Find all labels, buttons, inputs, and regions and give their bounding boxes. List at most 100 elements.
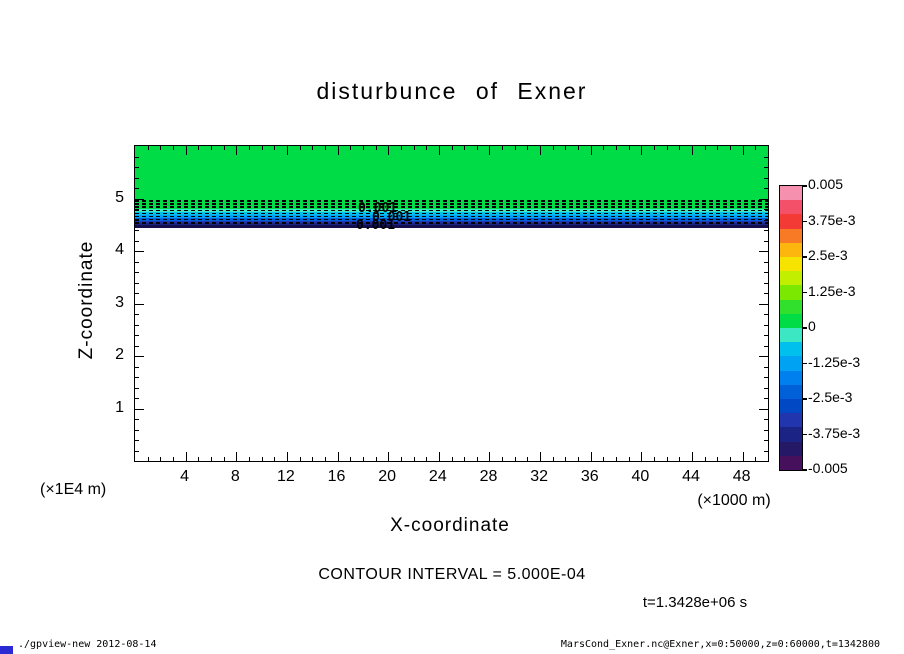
- x-axis-tick: [261, 457, 263, 461]
- y-axis-tick: [135, 261, 139, 263]
- x-axis-tick: [172, 457, 174, 461]
- colorbar-segment: [780, 455, 802, 471]
- x-tick-label: 12: [277, 468, 295, 485]
- x-axis-tick: [641, 146, 643, 155]
- colorbar-label: 3.75e-3: [808, 211, 856, 228]
- corner-blue-mark: [0, 646, 13, 654]
- x-axis-tick: [198, 146, 200, 150]
- x-axis-tick: [654, 457, 656, 461]
- y-tick-label: 1: [115, 398, 124, 416]
- contour-fill-band: [135, 222, 768, 225]
- y-axis-tick: [764, 450, 768, 452]
- y-axis-unit: (×1E4 m): [40, 481, 107, 498]
- x-axis-tick: [324, 457, 326, 461]
- x-tick-label: 32: [530, 468, 548, 485]
- x-tick-label: 36: [580, 468, 599, 485]
- y-axis-tick: [135, 408, 144, 410]
- x-axis-tick: [375, 457, 377, 461]
- y-axis-tick: [764, 335, 768, 336]
- colorbar-segment: [780, 214, 802, 230]
- y-axis-tick: [135, 209, 139, 210]
- y-axis-tick: [764, 377, 768, 378]
- colorbar: [779, 185, 803, 471]
- colorbar-tick: [802, 220, 807, 222]
- x-axis-tick: [261, 146, 263, 150]
- x-axis-tick: [198, 457, 200, 461]
- colorbar-tick: [802, 185, 807, 187]
- y-tick-label: 4: [115, 241, 124, 258]
- colorbar-segment: [780, 186, 802, 201]
- y-axis-tick: [135, 219, 139, 221]
- x-tick-label: 28: [479, 468, 498, 485]
- dashed-contour-line: [135, 218, 768, 221]
- x-tick-label: 20: [378, 468, 397, 485]
- x-tick-label: 44: [682, 468, 700, 485]
- y-axis-tick: [135, 440, 139, 441]
- x-axis-tick: [666, 457, 668, 461]
- colorbar-segment: [780, 257, 802, 272]
- x-axis-tick: [160, 457, 162, 461]
- colorbar-segment: [780, 228, 802, 244]
- x-axis-tick: [666, 146, 668, 150]
- x-axis-tick: [628, 457, 630, 461]
- y-axis-tick: [764, 282, 768, 284]
- plot-area: [134, 145, 769, 462]
- y-axis-tick: [135, 230, 139, 231]
- footer-file-text: MarsCond_Exner.nc@Exner,x=0:50000,z=0:60…: [560, 639, 880, 650]
- y-axis-tick: [759, 408, 768, 410]
- y-axis-tick: [764, 219, 768, 221]
- x-axis-tick: [514, 146, 516, 150]
- x-axis-tick: [388, 146, 390, 155]
- y-axis-tick: [764, 209, 768, 210]
- y-axis-tick: [759, 356, 768, 357]
- y-axis-tick: [135, 419, 139, 420]
- x-axis-tick: [413, 146, 415, 150]
- x-axis-tick: [476, 146, 478, 150]
- x-axis-tick: [299, 457, 301, 461]
- dashed-contour-line: [135, 215, 768, 218]
- y-axis-tick: [135, 156, 139, 158]
- x-axis-tick: [400, 457, 402, 461]
- x-axis-tick: [464, 146, 466, 150]
- x-axis-tick: [147, 457, 149, 461]
- y-axis-tick: [764, 261, 768, 263]
- y-axis-tick: [135, 293, 139, 294]
- y-axis-tick: [764, 419, 768, 420]
- colorbar-tick: [802, 469, 807, 471]
- y-tick-label: 3: [115, 293, 124, 311]
- x-axis-tick: [755, 457, 757, 461]
- x-tick-label: 48: [732, 468, 751, 485]
- y-axis-tick: [135, 429, 139, 431]
- y-axis-tick: [135, 198, 144, 200]
- x-axis-tick: [603, 146, 605, 150]
- x-axis-tick: [248, 146, 250, 150]
- x-axis-tick: [185, 452, 187, 461]
- x-axis-tick: [210, 146, 212, 150]
- y-axis-tick: [135, 450, 139, 452]
- x-axis-tick: [552, 146, 554, 150]
- x-axis-tick: [476, 457, 478, 461]
- x-axis-tick: [299, 146, 301, 150]
- colorbar-label: -3.75e-3: [808, 424, 861, 441]
- x-axis-tick: [616, 457, 618, 461]
- x-axis-tick: [692, 146, 694, 155]
- y-axis-tick: [764, 156, 768, 158]
- x-axis-tick: [540, 146, 542, 155]
- y-axis-tick: [135, 377, 139, 378]
- y-axis-tick: [135, 387, 139, 389]
- x-tick-label: 24: [428, 468, 447, 485]
- y-axis-tick: [764, 429, 768, 431]
- chart-title: disturbunce of Exner: [316, 78, 588, 104]
- x-axis-tick: [438, 146, 440, 155]
- x-axis-tick: [464, 457, 466, 461]
- contour-fill-band: [135, 146, 768, 209]
- x-axis-tick: [172, 146, 174, 150]
- x-axis-tick: [514, 457, 516, 461]
- y-axis-tick: [764, 314, 768, 315]
- colorbar-label: -0.005: [808, 460, 848, 476]
- x-axis-tick: [375, 146, 377, 150]
- y-axis-tick: [764, 230, 768, 231]
- x-axis-tick: [717, 146, 719, 150]
- x-axis-tick: [578, 146, 580, 150]
- x-axis-tick: [489, 146, 491, 155]
